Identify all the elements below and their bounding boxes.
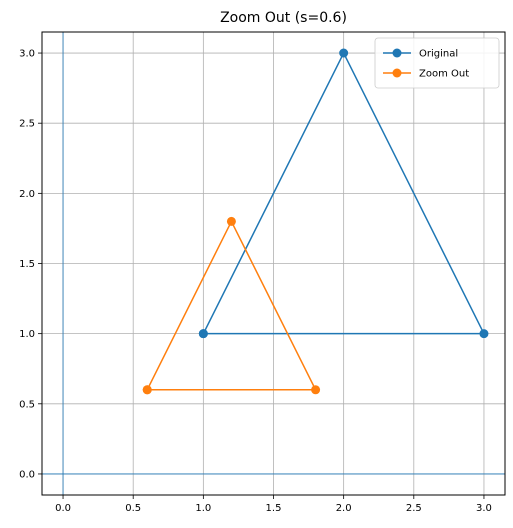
x-tick-label: 2.0 [336,503,352,514]
series-original [198,48,489,339]
x-tick-label: 0.0 [55,503,71,514]
x-tick-label: 1.0 [195,503,211,514]
data-point-zoom-out [226,216,236,226]
legend: Original Zoom Out [374,37,500,89]
series-line-original [202,52,485,335]
y-tick-label: 1.5 [19,259,35,270]
series-line-zoom-out [146,220,317,391]
y-tick-label: 2.5 [19,119,35,130]
x-tick-label: 1.5 [266,503,282,514]
reference-lines [42,32,505,495]
data-point-original [198,329,208,339]
y-tick-label: 2.0 [19,189,35,200]
legend-label-original: Original [419,49,458,60]
y-tick-label: 3.0 [19,49,35,60]
series-zoom-out [142,216,321,395]
y-tick-label: 1.0 [19,329,35,340]
y-tick-label: 0.0 [19,469,35,480]
series-layer [142,48,489,395]
data-point-zoom-out [311,385,321,395]
x-tick-label: 3.0 [476,503,492,514]
x-tick-label: 2.5 [406,503,422,514]
legend-box [374,37,500,89]
chart-title: Zoom Out (s=0.6) [220,10,347,26]
x-tick-label: 0.5 [125,503,141,514]
data-point-original [479,329,489,339]
legend-marker-zoom-out [392,68,402,78]
legend-label-zoom-out: Zoom Out [419,69,469,80]
y-tick-label: 0.5 [19,399,35,410]
data-point-zoom-out [142,385,152,395]
data-point-original [339,48,349,58]
ticks: 0.0 0.5 1.0 1.5 2.0 2.5 3.0 0.0 0.5 1.0 1.5 2.0 2.5 3… [19,49,492,514]
legend-marker-original [392,48,402,58]
